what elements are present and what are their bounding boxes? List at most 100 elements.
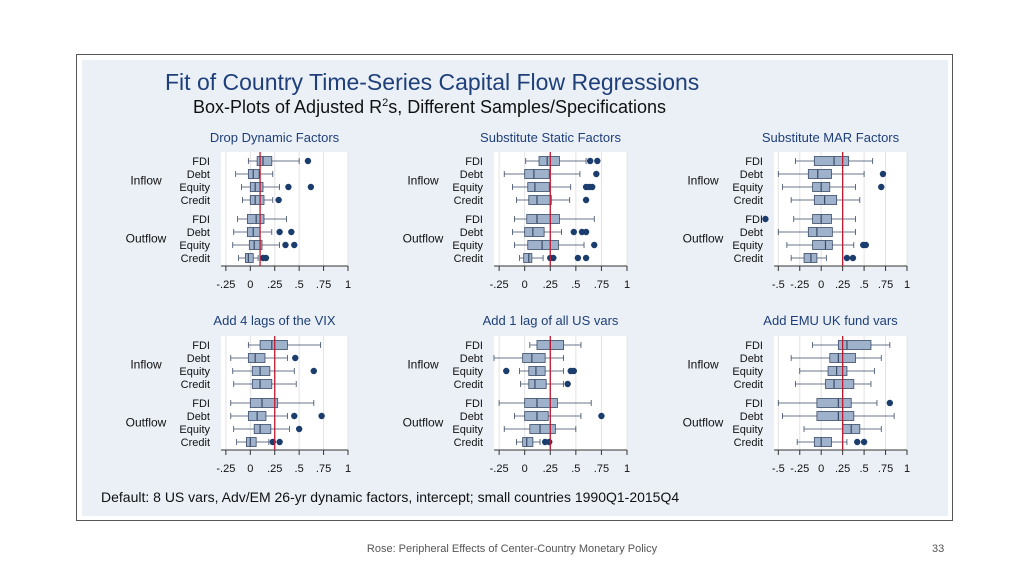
panel-5-box: [522, 437, 534, 447]
panel-2-box: [527, 240, 559, 250]
panel-2-outlier: [591, 241, 598, 249]
panel-5-outlier: [564, 380, 571, 388]
slide-title: Fit of Country Time-Series Capital Flow …: [165, 69, 700, 95]
panel-4-box: [251, 366, 271, 376]
panel-4-box: [249, 398, 279, 408]
panel-1-box: [248, 240, 263, 250]
panel-5-tick-label: -.25: [490, 463, 509, 475]
panel-5-outlier: [570, 367, 577, 375]
slide-footer: Rose: Peripheral Effects of Center-Count…: [366, 543, 658, 555]
panel-4-tick-label: .5: [295, 463, 304, 475]
panel-1-outlier: [304, 157, 312, 165]
panel-6-row-label: Equity: [732, 424, 763, 436]
panel-6-row-label: FDI: [745, 340, 763, 352]
panel-5-box: [528, 366, 546, 376]
panel-2-group-label: Inflow: [407, 174, 439, 188]
panel-1-outlier: [307, 183, 315, 191]
panel-6-tick-label: .75: [878, 463, 893, 475]
panel-3-row-label: Equity: [732, 182, 763, 194]
panel-6-row-label: Credit: [734, 379, 763, 391]
panel-1-box: [245, 253, 254, 263]
panel-2-box: [524, 227, 545, 237]
panel-4-row-label: Credit: [181, 379, 210, 391]
panel-3-tick-label: -.25: [790, 279, 809, 291]
subtitle-post: s, Different Samples/Specifications: [388, 97, 667, 117]
panel-4-outlier: [291, 412, 298, 420]
panel-2-tick-label: .75: [594, 279, 609, 291]
panel-1-box: [249, 195, 265, 205]
panel-4-outlier: [310, 367, 318, 375]
panel-3-box: [807, 169, 832, 179]
panel-6-row-label: Debt: [740, 411, 763, 423]
panel-5-row-label: FDI: [465, 340, 483, 352]
panel-3-tick-label: -.5: [772, 279, 785, 291]
panel-3-title: Substitute MAR Factors: [762, 130, 900, 145]
panel-6-tick-label: .25: [835, 463, 850, 475]
panel-3-box: [812, 214, 832, 224]
subtitle-pre: Box-Plots of Adjusted R: [193, 97, 383, 117]
panel-1-tick-label: -.25: [216, 279, 235, 291]
panel-4-outlier: [292, 354, 299, 362]
panel-6-group-label: Inflow: [687, 358, 719, 372]
panel-6-row-label: Equity: [732, 366, 763, 378]
panel-1-outlier: [262, 254, 270, 262]
panel-5-row-label: Credit: [454, 379, 483, 391]
panel-4-outlier: [276, 438, 283, 446]
panel-5-box: [522, 353, 546, 363]
page-number: 33: [932, 543, 945, 555]
panel-4-row-label: Debt: [187, 353, 210, 365]
panel-2-outlier: [586, 157, 594, 165]
panel-5-box: [529, 424, 556, 434]
panel-1-outlier: [276, 228, 283, 236]
panel-2-tick-label: .5: [571, 279, 580, 291]
panel-5-row-label: Debt: [460, 353, 483, 365]
panel-1-row-label: Credit: [181, 195, 210, 207]
panel-3-box: [813, 156, 850, 166]
panel-1-group-label: Outflow: [126, 232, 167, 246]
panel-4-tick-label: 1: [345, 463, 351, 475]
panel-6-outlier: [886, 399, 894, 407]
panel-4-group-label: Inflow: [130, 358, 162, 372]
panel-2-row-label: FDI: [465, 214, 483, 226]
panel-4-row-label: Equity: [179, 366, 210, 378]
panel-2-plot-area: [494, 152, 627, 266]
panel-1-box: [249, 182, 264, 192]
panel-3-row-label: FDI: [745, 156, 763, 168]
panel-3-row-label: Equity: [732, 240, 763, 252]
panel-2-title: Substitute Static Factors: [480, 130, 621, 145]
panel-3-outlier: [843, 254, 851, 262]
panel-1-box: [256, 156, 273, 166]
panel-5-box: [524, 398, 558, 408]
panel-5-tick-label: .75: [594, 463, 609, 475]
panel-2-box: [527, 182, 550, 192]
panel-3-tick-label: .25: [835, 279, 850, 291]
panel-5-group-label: Inflow: [407, 358, 439, 372]
panel-2-tick-label: .25: [543, 279, 558, 291]
panel-6-row-label: Debt: [740, 353, 763, 365]
panel-3-outlier: [762, 215, 769, 223]
panel-5-tick-label: 0: [522, 463, 528, 475]
panel-2-outlier: [582, 196, 590, 204]
panel-4-tick-label: 0: [247, 463, 253, 475]
panel-1-group-label: Inflow: [130, 174, 162, 188]
panel-4-box: [245, 437, 257, 447]
panel-1-title: Drop Dynamic Factors: [210, 130, 340, 145]
panel-6-tick-label: -.25: [790, 463, 809, 475]
panel-5-row-label: Equity: [452, 424, 483, 436]
panel-4-tick-label: .25: [267, 463, 282, 475]
panel-2-row-label: Debt: [460, 169, 483, 181]
panel-6-box: [837, 340, 872, 350]
panel-3-row-label: Credit: [734, 195, 763, 207]
panel-1-tick-label: .25: [267, 279, 282, 291]
panel-1-outlier: [288, 228, 295, 236]
panel-2-row-label: Credit: [454, 195, 483, 207]
panel-3-box: [807, 227, 833, 237]
panel-6-row-label: FDI: [745, 398, 763, 410]
panel-5-plot-area: [494, 336, 627, 450]
panel-2-box: [523, 253, 533, 263]
panel-2-row-label: FDI: [465, 156, 483, 168]
panel-5-group-label: Outflow: [403, 416, 444, 430]
panel-2-outlier: [582, 228, 590, 236]
panel-1-row-label: Debt: [187, 169, 210, 181]
panel-4-row-label: Credit: [181, 437, 210, 449]
